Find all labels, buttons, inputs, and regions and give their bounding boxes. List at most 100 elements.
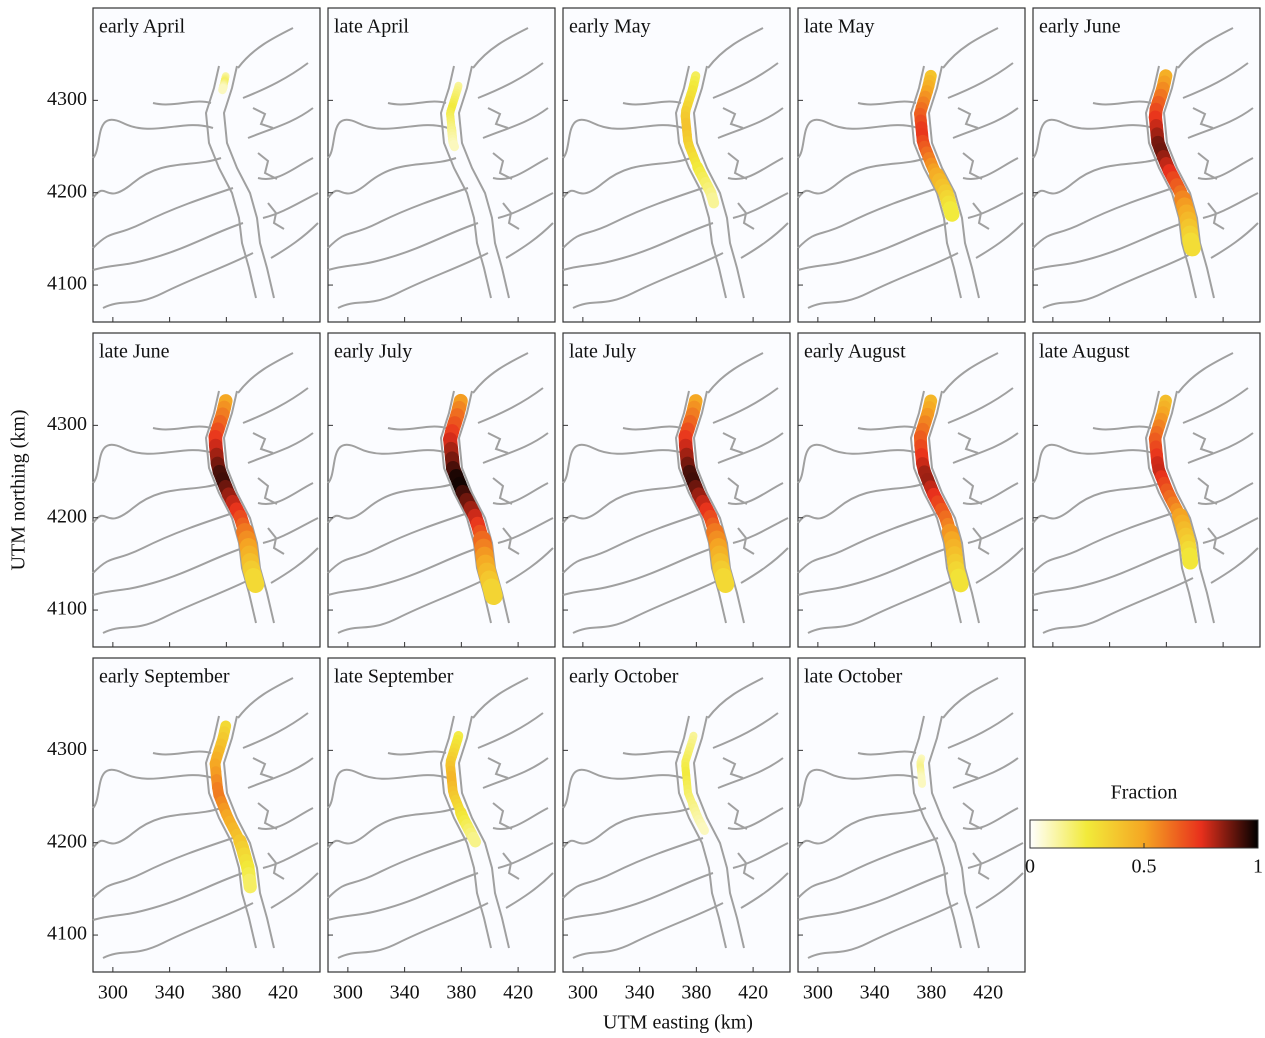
map-panel xyxy=(797,7,1026,323)
coastline xyxy=(572,902,724,959)
coastline xyxy=(327,547,479,596)
coastline xyxy=(1042,252,1194,309)
coastline xyxy=(327,837,469,899)
coastline xyxy=(457,65,510,299)
coastline xyxy=(505,547,554,584)
coastline xyxy=(1207,527,1225,555)
coastline xyxy=(1032,118,1154,159)
coastline xyxy=(1177,27,1234,69)
coastline xyxy=(257,807,314,830)
coastline xyxy=(492,482,549,505)
panel-frame xyxy=(797,7,1026,323)
coastline xyxy=(562,443,684,484)
coastline xyxy=(262,192,319,219)
coastline xyxy=(327,482,457,524)
colorbar-title: Fraction xyxy=(1111,782,1178,804)
coastline xyxy=(487,107,509,129)
coastline xyxy=(947,62,1014,99)
map-panel xyxy=(92,657,321,973)
coastline xyxy=(957,757,979,779)
coastline xyxy=(740,872,789,909)
coastline xyxy=(797,807,927,849)
coastline xyxy=(740,222,789,259)
coastline xyxy=(692,715,745,949)
coastline xyxy=(622,425,682,431)
panel-title: late September xyxy=(334,666,454,688)
coastline xyxy=(622,100,682,106)
panel-frame xyxy=(1032,332,1261,648)
coastline xyxy=(717,107,784,139)
coastline xyxy=(975,872,1024,909)
coastline xyxy=(732,192,789,219)
map-panel xyxy=(797,657,1026,973)
coastline xyxy=(1144,65,1197,299)
panel-frame xyxy=(92,657,321,973)
plume xyxy=(714,568,735,593)
panel-title: late June xyxy=(99,341,170,363)
coastline xyxy=(1032,547,1184,596)
coastline xyxy=(237,677,294,719)
coastline xyxy=(722,432,744,454)
coastline xyxy=(732,517,789,544)
coastline xyxy=(562,837,704,899)
coastline xyxy=(722,107,744,129)
coastline xyxy=(562,768,684,809)
coastline xyxy=(712,712,779,749)
panel-frame xyxy=(562,7,791,323)
coastline xyxy=(967,842,1024,869)
coastline xyxy=(457,715,510,949)
coastline xyxy=(797,222,949,271)
coastline xyxy=(497,842,554,869)
panel-frame xyxy=(562,657,791,973)
coastline xyxy=(92,872,244,921)
coastline xyxy=(727,802,748,830)
coastline xyxy=(237,27,294,69)
coastline xyxy=(952,432,1019,464)
panel-frame xyxy=(92,7,321,323)
plume xyxy=(1182,232,1201,257)
coastline xyxy=(252,757,274,779)
panel-title: late April xyxy=(334,16,409,38)
coastline xyxy=(152,750,212,756)
panel-frame xyxy=(562,332,791,648)
panel-title: late May xyxy=(804,16,875,38)
map-panel xyxy=(92,7,321,323)
coastline xyxy=(477,712,544,749)
panel-title: early October xyxy=(569,666,679,688)
coastline xyxy=(727,157,784,180)
coastline xyxy=(562,187,704,249)
coastline xyxy=(1092,100,1152,106)
map-panel xyxy=(92,332,321,648)
coastline xyxy=(909,715,962,949)
coastline xyxy=(807,252,959,309)
coastline xyxy=(727,152,748,180)
coastline xyxy=(92,443,214,484)
coastline xyxy=(267,202,285,230)
coastline xyxy=(1177,352,1234,394)
coastline xyxy=(482,757,549,789)
coastline xyxy=(1197,157,1254,180)
x-tick-label: 340 xyxy=(390,982,420,1004)
coastline xyxy=(927,65,980,299)
map-panel xyxy=(1032,332,1261,648)
coastline xyxy=(267,527,285,555)
coastline xyxy=(337,577,489,634)
coastline xyxy=(975,547,1024,584)
coastline xyxy=(472,352,529,394)
panel-frame xyxy=(1032,7,1261,323)
panel-frame xyxy=(327,657,556,973)
coastline xyxy=(967,192,1024,219)
coastline xyxy=(487,432,509,454)
coastline xyxy=(947,387,1014,424)
coastline xyxy=(327,768,449,809)
coastline xyxy=(262,517,319,544)
coastline xyxy=(857,425,917,431)
coastline xyxy=(327,157,457,199)
x-tick-label: 380 xyxy=(916,982,946,1004)
x-tick-label: 420 xyxy=(503,982,533,1004)
y-tick-label: 4200 xyxy=(47,505,87,527)
coastline xyxy=(674,65,727,299)
coastline xyxy=(1207,202,1225,230)
coastline xyxy=(337,252,489,309)
coastline xyxy=(727,482,784,505)
